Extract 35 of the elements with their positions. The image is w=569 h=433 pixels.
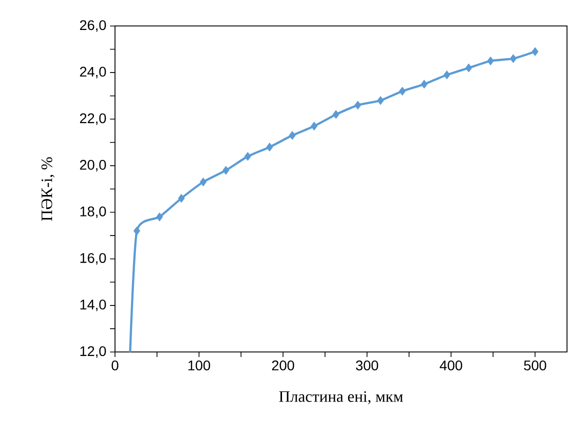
y-tick-label: 26,0	[80, 20, 106, 32]
y-tick-label: 18,0	[80, 206, 106, 218]
x-tick-label: 400	[440, 360, 462, 370]
point	[178, 194, 185, 203]
point	[200, 178, 207, 186]
x-tick-label: 200	[272, 360, 294, 370]
point	[244, 152, 252, 161]
x-tick-label: 300	[356, 360, 378, 370]
point	[133, 226, 140, 236]
y-tick-label: 16,0	[80, 253, 106, 265]
point	[354, 100, 362, 110]
x-tick-label: 500	[524, 360, 546, 370]
x-tick-label: 0	[112, 360, 118, 370]
x-axis-title: Пластина ені, мкм	[279, 391, 403, 404]
point	[465, 63, 472, 72]
point	[288, 130, 296, 140]
point	[377, 96, 384, 105]
point	[222, 166, 230, 175]
point	[332, 110, 340, 119]
point	[310, 122, 318, 131]
y-tick-label: 20,0	[80, 160, 106, 172]
y-axis-title: ПӘК-і, %	[41, 157, 54, 221]
x-tick-label: 100	[188, 360, 210, 370]
point	[398, 86, 406, 96]
y-tick-label: 14,0	[80, 300, 106, 312]
y-tick-label: 24,0	[80, 66, 106, 78]
y-tick-label: 22,0	[80, 113, 106, 125]
point	[487, 56, 494, 66]
point	[156, 212, 163, 222]
point	[532, 47, 538, 56]
point	[510, 54, 517, 64]
point	[420, 80, 428, 89]
point	[266, 142, 273, 152]
point	[443, 70, 450, 80]
y-tick-label: 12,0	[80, 346, 106, 358]
